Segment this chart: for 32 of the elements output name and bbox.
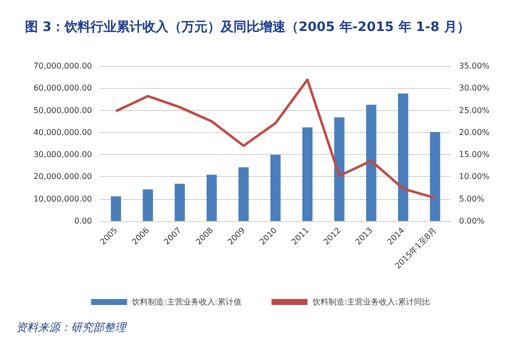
y2-tick-label: 15.00%	[459, 150, 490, 160]
y2-tick-label: 20.00%	[459, 128, 490, 137]
y-tick-label: 50,000,000.00	[33, 106, 92, 115]
y-tick-label: 10,000,000.00	[33, 194, 92, 204]
bar	[142, 189, 153, 221]
bar	[366, 104, 376, 221]
y-tick-label: 70,000,000.00	[33, 62, 92, 70]
bar	[398, 93, 408, 221]
chart-title: 图 3：饮料行业累计收入（万元）及同比增速（2005 年-2015 年 1-8 月）	[25, 19, 470, 35]
bar	[110, 196, 122, 221]
y-tick-label: 30,000,000.00	[33, 150, 92, 160]
legend-label: 饮料制造:主营业务收入:累计同比	[312, 298, 430, 306]
y2-tick-label: 35.00%	[459, 62, 490, 70]
bar	[270, 154, 281, 221]
line-series	[114, 78, 436, 200]
y-tick-label: 40,000,000.00	[33, 128, 92, 137]
y2-tick-label: 5.00%	[459, 194, 485, 204]
bar	[334, 117, 344, 221]
bar	[302, 127, 313, 221]
legend-label: 饮料制造:主营业务收入:累计值	[131, 298, 242, 306]
bar	[206, 174, 217, 221]
y-tick-label: 0.00	[74, 216, 92, 226]
y2-tick-label: 0.00%	[459, 216, 485, 226]
y2-tick-label: 30.00%	[459, 84, 490, 93]
y-tick-label: 60,000,000.00	[33, 84, 92, 93]
y2-tick-label: 25.00%	[459, 106, 490, 115]
bar	[430, 132, 440, 221]
y-tick-label: 20,000,000.00	[33, 172, 92, 182]
bar	[174, 184, 185, 221]
text: 资料来源：研究部整理	[16, 321, 128, 334]
bar	[238, 167, 249, 221]
y2-tick-label: 10.00%	[459, 172, 490, 182]
